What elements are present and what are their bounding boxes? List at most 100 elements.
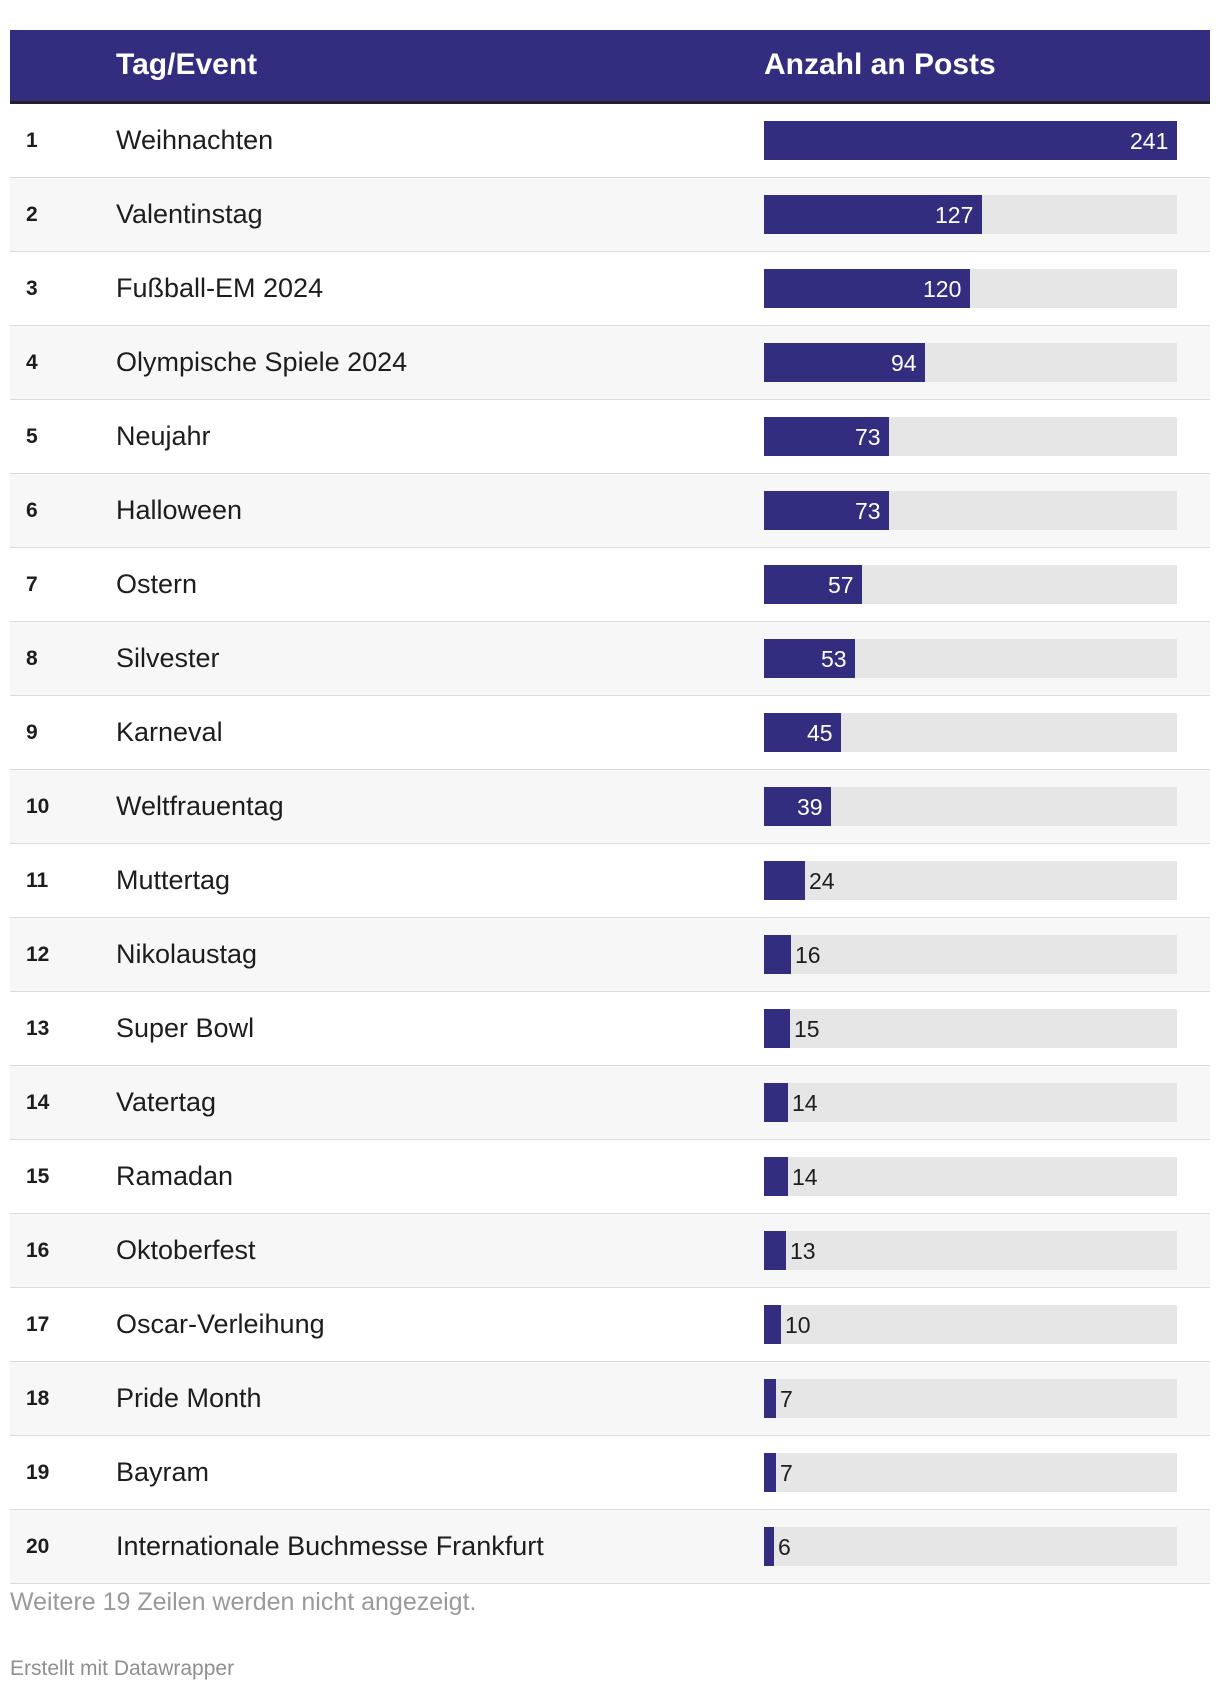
- table-row: 18 Pride Month 7: [10, 1362, 1210, 1436]
- bar-track: 10: [764, 1305, 1177, 1344]
- row-rank: 15: [26, 1165, 50, 1188]
- bar: [764, 417, 889, 456]
- row-rank: 5: [26, 425, 38, 448]
- table-row: 1 Weihnachten 241: [10, 104, 1210, 178]
- table-row: 12 Nikolaustag 16: [10, 918, 1210, 992]
- table-row: 9 Karneval 45: [10, 696, 1210, 770]
- bar-track: 14: [764, 1083, 1177, 1122]
- bar-value-label: 6: [778, 1534, 791, 1560]
- bar-value-label: 13: [790, 1238, 816, 1264]
- row-event-label: Ramadan: [116, 1161, 234, 1191]
- table-row: 13 Super Bowl 15: [10, 992, 1210, 1066]
- row-rank: 3: [26, 277, 38, 300]
- bar: [764, 269, 970, 308]
- bar: [764, 713, 841, 752]
- bar-track: 73: [764, 417, 1177, 456]
- column-header-posts[interactable]: Anzahl an Posts: [764, 48, 996, 81]
- bar-track: 53: [764, 639, 1177, 678]
- bar-track: 15: [764, 1009, 1177, 1048]
- bar-track: 45: [764, 713, 1177, 752]
- row-rank: 19: [26, 1461, 50, 1484]
- bar-track: 13: [764, 1231, 1177, 1270]
- table-row: 5 Neujahr 73: [10, 400, 1210, 474]
- bar-track: 57: [764, 565, 1177, 604]
- bar-value-label: 73: [855, 424, 881, 450]
- row-event-label: Oktoberfest: [116, 1235, 256, 1265]
- row-rank: 14: [26, 1091, 50, 1114]
- credit-link[interactable]: Erstellt mit Datawrapper: [10, 1657, 235, 1680]
- bar: [764, 1527, 774, 1566]
- row-rank: 17: [26, 1313, 50, 1336]
- row-event-label: Fußball-EM 2024: [116, 273, 324, 303]
- bar-value-label: 241: [1130, 128, 1169, 154]
- bar-track: 16: [764, 935, 1177, 974]
- table-row: 14 Vatertag 14: [10, 1066, 1210, 1140]
- bar-track: 127: [764, 195, 1177, 234]
- bar-value-label: 15: [794, 1016, 820, 1042]
- bar: [764, 1009, 790, 1048]
- row-rank: 6: [26, 499, 38, 522]
- bar: [764, 1157, 788, 1196]
- hidden-rows-note: Weitere 19 Zeilen werden nicht angezeigt…: [10, 1588, 477, 1616]
- row-event-label: Neujahr: [116, 421, 211, 451]
- row-rank: 2: [26, 203, 38, 226]
- row-event-label: Ostern: [116, 569, 198, 599]
- row-rank: 16: [26, 1239, 50, 1262]
- column-header-event[interactable]: Tag/Event: [116, 48, 258, 81]
- bar-value-label: 57: [828, 572, 854, 598]
- table-row: 7 Ostern 57: [10, 548, 1210, 622]
- bar-value-label: 53: [821, 646, 847, 672]
- bar-value-label: 14: [792, 1090, 818, 1116]
- bar-track: 241: [764, 121, 1177, 160]
- bar: [764, 787, 831, 826]
- row-rank: 13: [26, 1017, 50, 1040]
- table-row: 10 Weltfrauentag 39: [10, 770, 1210, 844]
- row-rank: 1: [26, 129, 38, 152]
- bar: [764, 1379, 776, 1418]
- table-row: 19 Bayram 7: [10, 1436, 1210, 1510]
- row-event-label: Karneval: [116, 717, 223, 747]
- bar-value-label: 24: [809, 868, 835, 894]
- row-event-label: Valentinstag: [116, 199, 263, 229]
- bar: [764, 639, 855, 678]
- bar-value-label: 7: [780, 1460, 793, 1486]
- bar-track: 73: [764, 491, 1177, 530]
- row-event-label: Oscar-Verleihung: [116, 1309, 325, 1339]
- bar: [764, 121, 1177, 160]
- bar: [764, 195, 982, 234]
- table-row: 8 Silvester 53: [10, 622, 1210, 696]
- row-rank: 18: [26, 1387, 50, 1410]
- row-event-label: Silvester: [116, 643, 220, 673]
- bar-value-label: 73: [855, 498, 881, 524]
- bar: [764, 1453, 776, 1492]
- bar: [764, 491, 889, 530]
- table-row: 16 Oktoberfest 13: [10, 1214, 1210, 1288]
- bar-value-label: 127: [935, 202, 974, 228]
- bar-value-label: 14: [792, 1164, 818, 1190]
- bar: [764, 565, 862, 604]
- row-event-label: Vatertag: [116, 1087, 217, 1117]
- bar-track: 6: [764, 1527, 1177, 1566]
- row-rank: 20: [26, 1535, 50, 1558]
- row-event-label: Olympische Spiele 2024: [116, 347, 408, 377]
- bar: [764, 935, 791, 974]
- bar-value-label: 94: [891, 350, 917, 376]
- row-rank: 9: [26, 721, 38, 744]
- bar-track: 24: [764, 861, 1177, 900]
- bar-track: 120: [764, 269, 1177, 308]
- bar-track: 39: [764, 787, 1177, 826]
- table-row: 17 Oscar-Verleihung 10: [10, 1288, 1210, 1362]
- table-row: 2 Valentinstag 127: [10, 178, 1210, 252]
- bar-track: 7: [764, 1453, 1177, 1492]
- bar-track: 94: [764, 343, 1177, 382]
- row-event-label: Halloween: [116, 495, 243, 525]
- row-event-label: Nikolaustag: [116, 939, 258, 969]
- bar: [764, 1231, 786, 1270]
- row-event-label: Super Bowl: [116, 1013, 255, 1043]
- bar-value-label: 39: [797, 794, 823, 820]
- bar: [764, 343, 925, 382]
- bar-track: 7: [764, 1379, 1177, 1418]
- row-event-label: Internationale Buchmesse Frankfurt: [116, 1531, 544, 1561]
- bar-value-label: 45: [807, 720, 833, 746]
- row-rank: 7: [26, 573, 38, 596]
